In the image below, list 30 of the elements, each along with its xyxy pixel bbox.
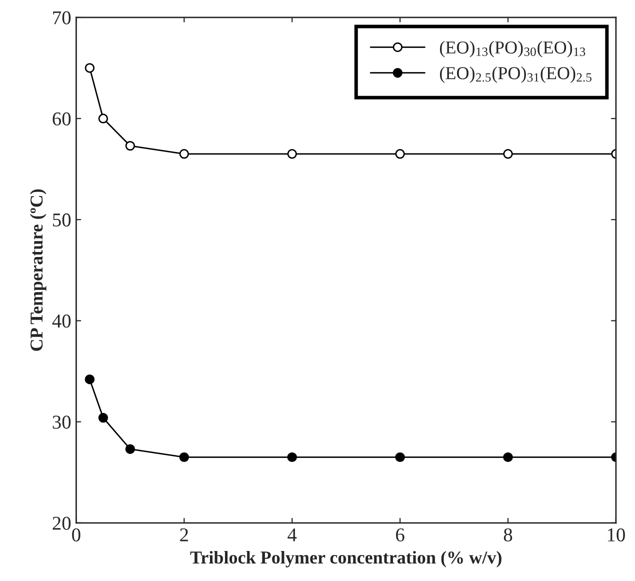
point bbox=[503, 452, 513, 462]
y-tick-label: 20 bbox=[52, 516, 71, 530]
y-tick-label: 70 bbox=[53, 11, 71, 24]
y-tick-label: 30 bbox=[52, 416, 71, 429]
legend-label: (EO)$_{13}$(PO)$_{30}$(EO)$_{13}$ bbox=[440, 40, 586, 58]
point bbox=[84, 63, 95, 73]
x-tick-label: 2 bbox=[180, 528, 188, 542]
y-tick-label: 50 bbox=[53, 213, 71, 227]
x-axis-title: Triblock Polymer concentration (% w/v) bbox=[190, 550, 502, 568]
point bbox=[179, 149, 190, 159]
point bbox=[287, 452, 297, 462]
point bbox=[84, 374, 95, 384]
x-tick-label: 8 bbox=[504, 528, 512, 542]
point bbox=[503, 149, 513, 159]
y-axis-title: CP Temperature (ºC) bbox=[30, 189, 46, 351]
y-tick-label: 60 bbox=[52, 112, 71, 126]
legend-label: (EO)$_{2.5}$(PO)$_{31}$(EO)$_{2.5}$ bbox=[440, 66, 592, 83]
point bbox=[395, 452, 405, 462]
point bbox=[395, 149, 405, 159]
x-tick-label: 10 bbox=[608, 528, 625, 542]
x-tick-label: 6 bbox=[396, 528, 404, 542]
y-tick-label: 40 bbox=[52, 314, 71, 328]
point bbox=[179, 452, 190, 462]
point bbox=[125, 140, 136, 151]
point bbox=[98, 114, 108, 124]
x-tick-label: 4 bbox=[288, 528, 297, 542]
point bbox=[98, 412, 108, 423]
x-tick-label: 0 bbox=[72, 528, 80, 542]
point bbox=[287, 149, 297, 159]
point bbox=[125, 444, 136, 454]
